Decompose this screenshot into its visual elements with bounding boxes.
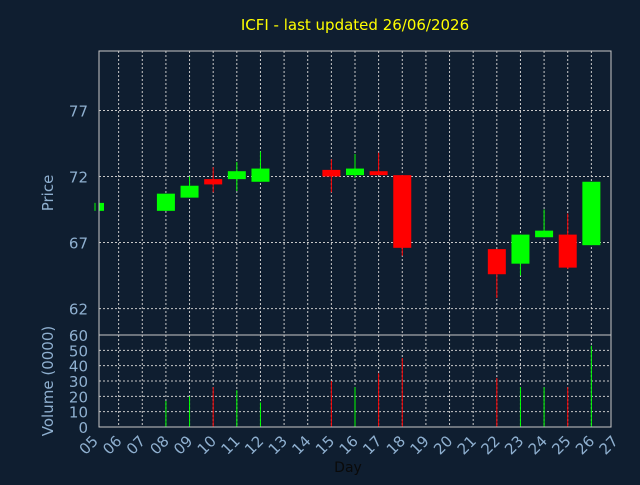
volume-tick-label: 30 <box>69 373 88 391</box>
candle-body <box>369 171 388 176</box>
volume-tick-label: 40 <box>69 358 88 376</box>
price-candles <box>94 151 601 299</box>
candle <box>227 161 246 192</box>
candle-body <box>156 193 175 211</box>
candle <box>393 175 412 256</box>
x-tick-labels: 0506070809101112131415161718192021222324… <box>76 432 622 458</box>
price-tick-label: 62 <box>69 301 88 319</box>
volume-tick-label: 0 <box>78 419 88 437</box>
chart-title: ICFI - last updated 26/06/2026 <box>241 16 469 34</box>
candle-body <box>582 181 601 246</box>
volume-tick-label: 10 <box>69 404 88 422</box>
candle <box>346 154 364 178</box>
volume-tick-label: 60 <box>69 327 88 345</box>
candle <box>322 159 341 193</box>
candle-body <box>251 168 270 182</box>
candle <box>535 209 554 238</box>
candle-body <box>487 249 506 275</box>
candle-body <box>322 169 341 177</box>
candle-body <box>227 171 246 180</box>
candle-body <box>204 179 223 185</box>
candle-body <box>346 168 364 176</box>
price-axis-label: Price <box>39 175 57 212</box>
volume-tick-label: 20 <box>69 388 88 406</box>
candle <box>582 181 601 246</box>
price-tick-labels: 62 67 72 77 <box>69 102 88 318</box>
price-tick-label: 77 <box>69 102 88 120</box>
candle <box>156 193 175 211</box>
candle-body <box>558 234 577 268</box>
candle <box>511 234 530 276</box>
candle-body <box>180 185 199 198</box>
price-tick-label: 67 <box>69 235 88 253</box>
volume-axis-label: Volume (0000) <box>39 326 57 436</box>
candle <box>180 176 199 198</box>
candle <box>369 152 388 176</box>
volume-panel-frame <box>98 334 612 428</box>
volume-bars <box>165 345 592 427</box>
candle <box>94 202 104 211</box>
candle <box>204 167 223 193</box>
candle-body <box>511 234 530 264</box>
volume-tick-label: 50 <box>69 342 88 360</box>
candle <box>558 213 577 269</box>
candle <box>487 249 506 299</box>
x-axis-label: Day <box>334 460 362 476</box>
candle-body <box>535 230 554 238</box>
price-tick-label: 72 <box>69 168 88 186</box>
candle <box>251 151 270 182</box>
candle-body <box>393 175 412 248</box>
candle-body <box>99 202 104 211</box>
